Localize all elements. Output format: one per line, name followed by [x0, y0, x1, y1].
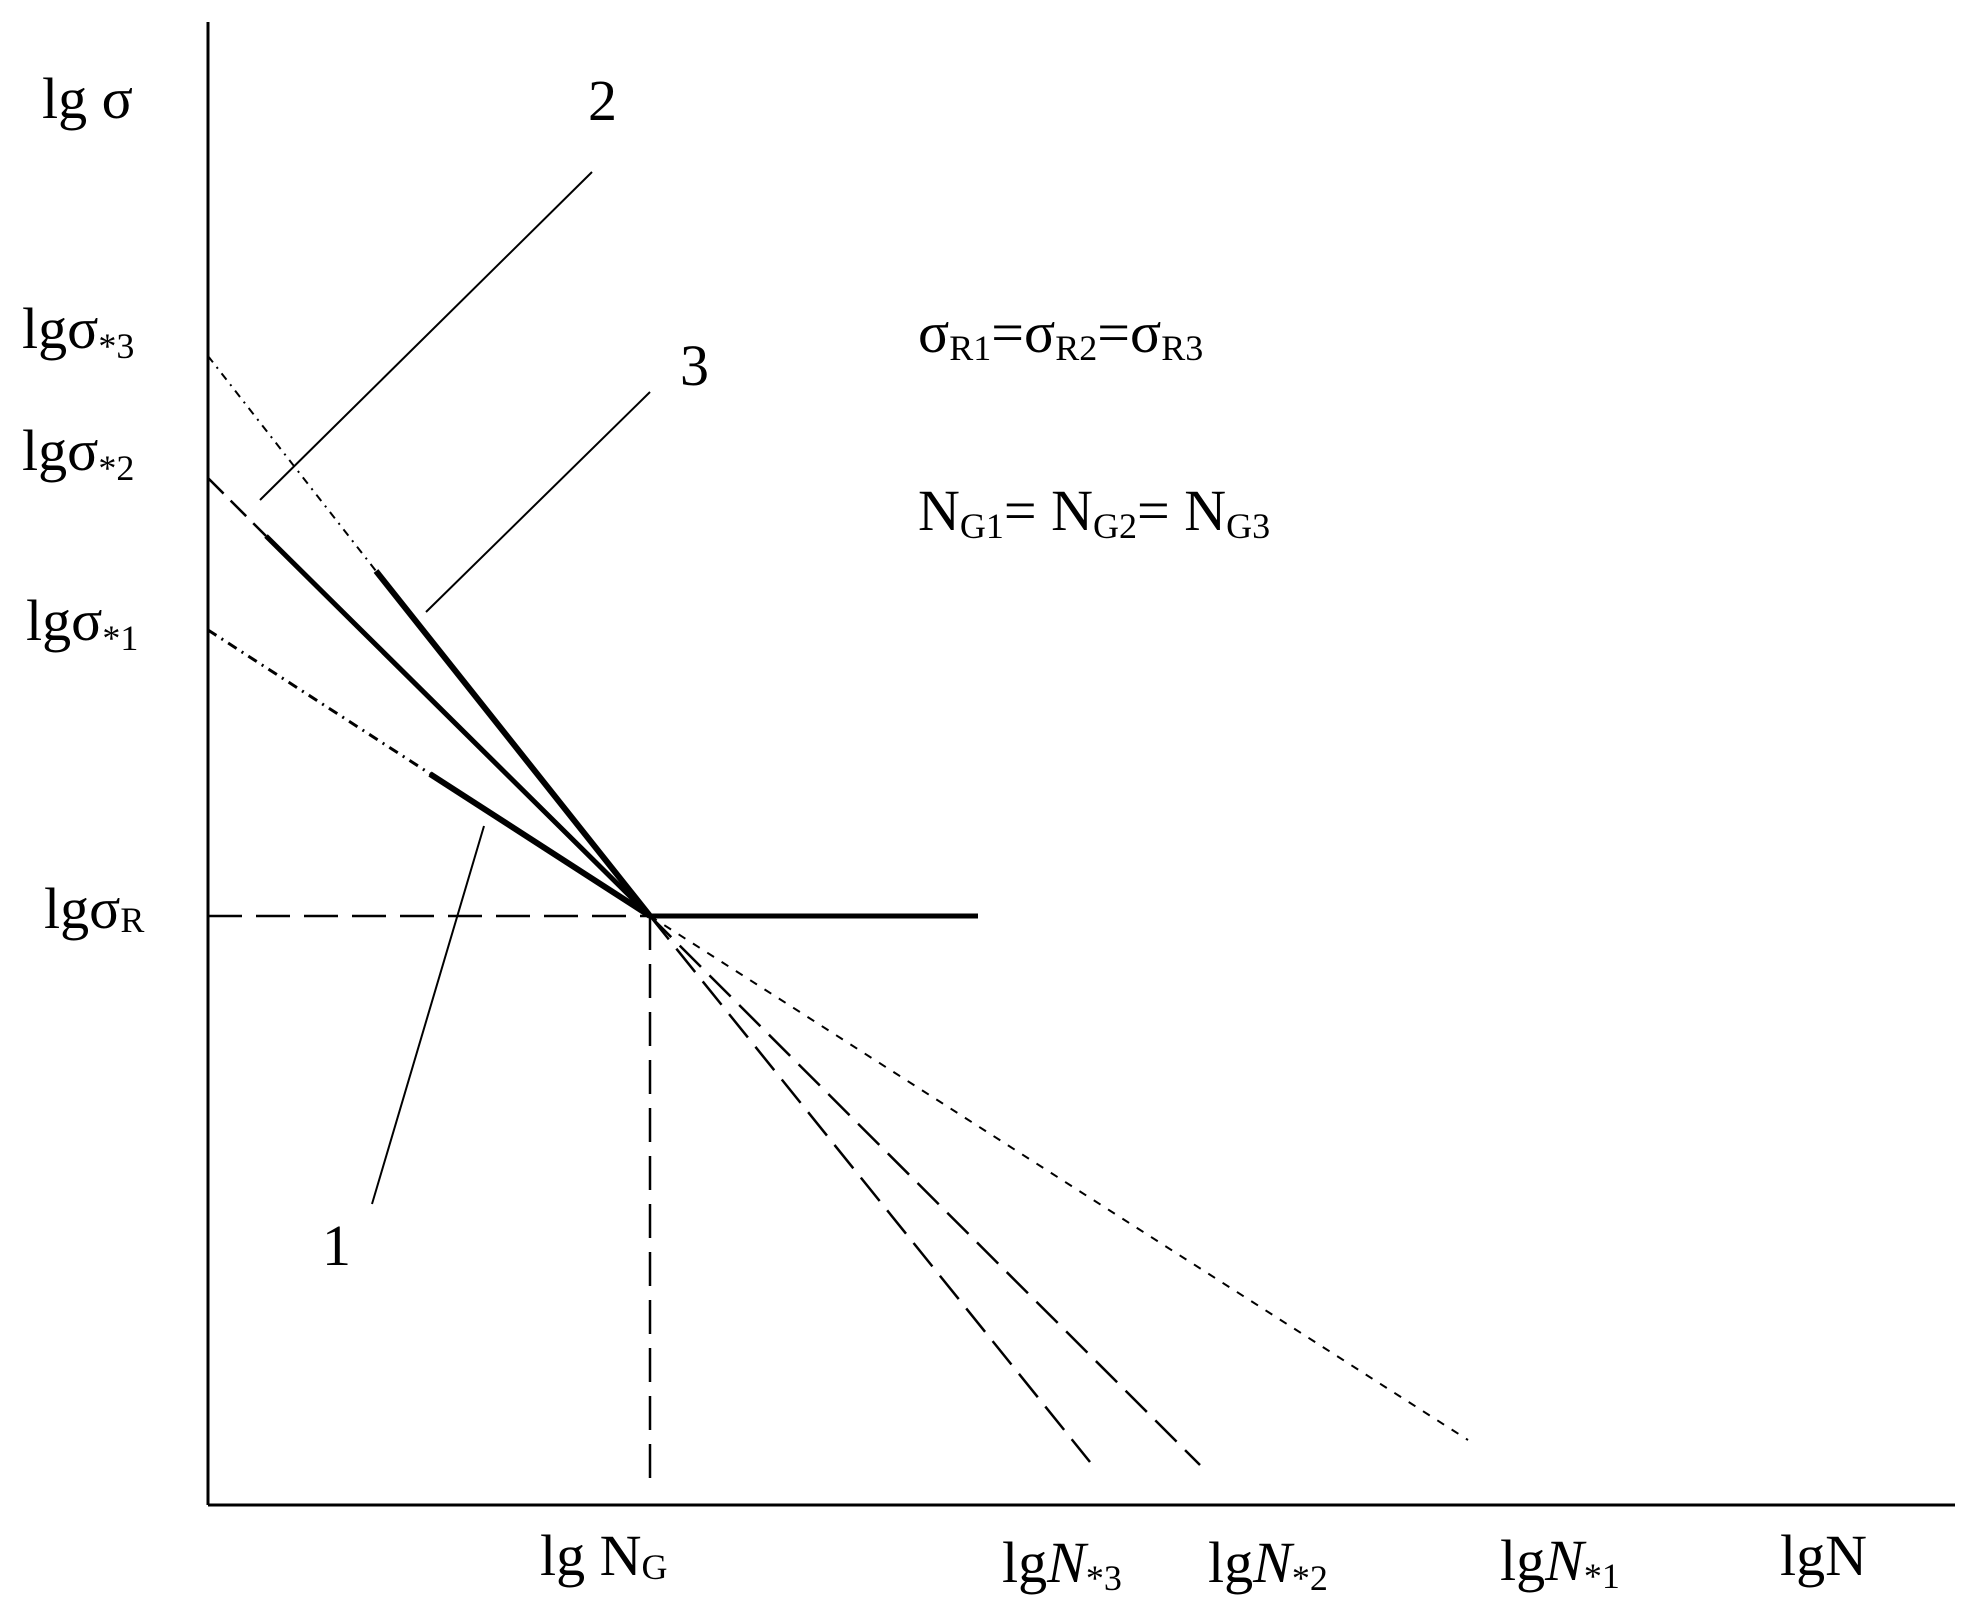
curve-label-3: 3 — [680, 333, 709, 398]
sigma-equality: σR1=σR2=σR3 — [918, 300, 1203, 368]
curve-2-dashed-upper — [207, 477, 267, 537]
curve-1-solid — [428, 771, 652, 919]
label-2-leader — [259, 171, 593, 501]
curve-3-solid — [373, 569, 653, 918]
x-tick-N-star1: lgN*1 — [1500, 1528, 1620, 1596]
label-1-leader — [371, 825, 485, 1205]
y-axis-label: lg σ — [42, 66, 133, 131]
curve-2-solid — [264, 534, 652, 918]
x-axis-label: lgN — [1780, 1523, 1867, 1588]
y-tick-sigma-R: lgσR — [44, 876, 144, 941]
curve-3-dashed-upper — [207, 355, 377, 572]
curve-1-extension — [649, 915, 1469, 1441]
curve-label-2: 2 — [588, 68, 617, 133]
curve-2-extension — [649, 915, 1201, 1466]
N-G-equality: NG1= NG2= NG3 — [918, 478, 1270, 546]
x-tick-N-G: lg NG — [540, 1523, 668, 1588]
y-tick-sigma-star2: lgσ*2 — [22, 418, 134, 488]
curve-3-extension — [649, 915, 1091, 1463]
x-tick-N-star3: lgN*3 — [1002, 1530, 1122, 1598]
y-tick-sigma-star3: lgσ*3 — [22, 296, 134, 366]
x-tick-N-star2: lgN*2 — [1208, 1530, 1328, 1598]
y-tick-sigma-star1: lgσ*1 — [26, 588, 138, 658]
curve-label-1: 1 — [322, 1213, 351, 1278]
label-3-leader — [425, 391, 651, 613]
